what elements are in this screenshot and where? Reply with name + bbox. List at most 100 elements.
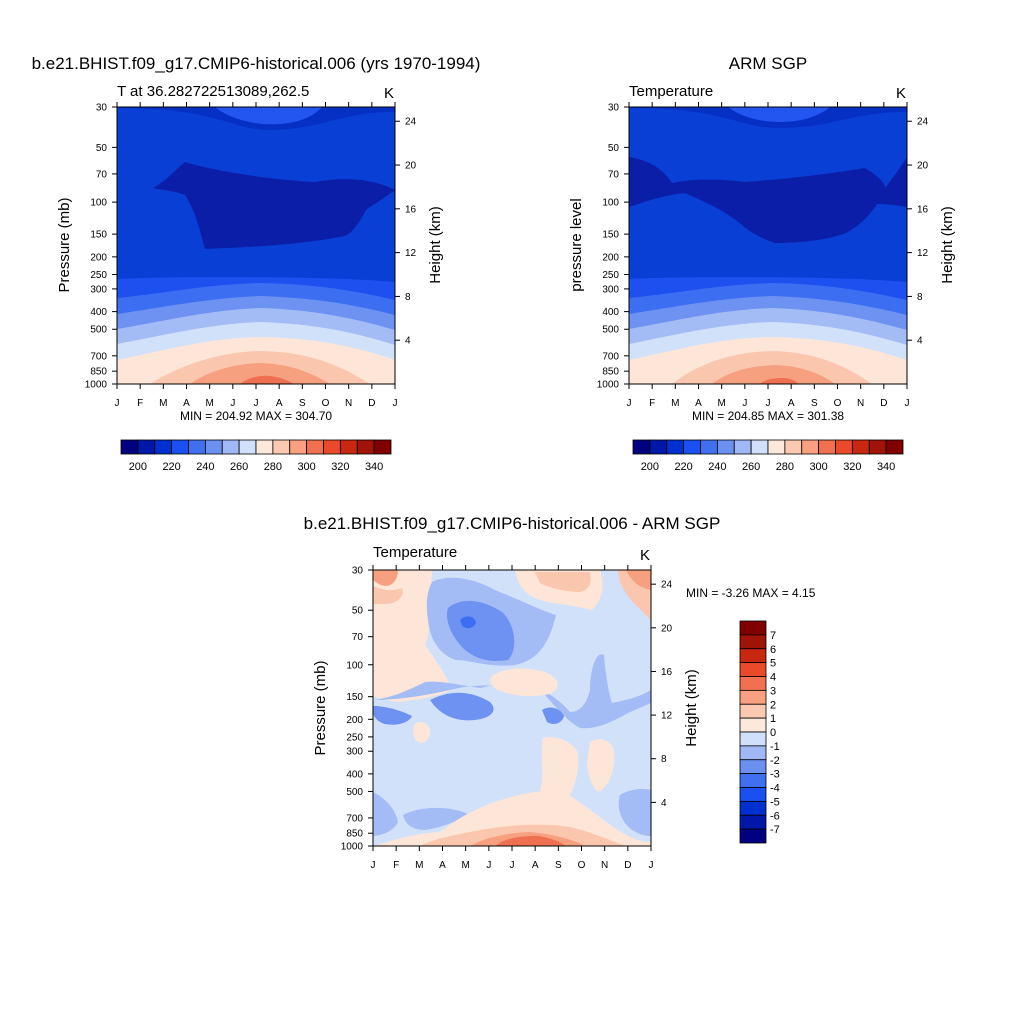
y-axis-left-ticks: 30 50 70 100 150 200 250 300 400 500 700 850 1000: [85, 103, 117, 391]
x-tick-label: J: [649, 860, 654, 871]
colorbar-swatch: [204, 439, 223, 455]
x-tick-label: S: [555, 860, 562, 871]
colorbar-swatch: [750, 439, 769, 455]
colorbar-label: -6: [770, 810, 780, 822]
colorbar-swatch: [188, 439, 206, 455]
colorbar-swatch: [739, 731, 767, 747]
x-tick-label: J: [371, 860, 376, 871]
colorbar-swatch: [739, 662, 767, 677]
colorbar-label: -1: [770, 741, 780, 753]
x-tick-label: M: [415, 860, 423, 871]
x-tick-label: J: [627, 398, 632, 409]
y-tick-label: 150: [90, 230, 107, 241]
y-right-tick-label: 8: [917, 292, 923, 303]
colorbar-label: 0: [770, 727, 776, 739]
x-tick-label: A: [276, 398, 283, 409]
units-label: K: [384, 85, 394, 102]
colorbar-swatch: [700, 439, 718, 455]
colorbar-swatch: [373, 439, 392, 455]
y-tick-label: 30: [608, 103, 620, 114]
colorbar-swatch: [739, 717, 767, 733]
x-tick-label: O: [322, 398, 330, 409]
x-tick-label: A: [183, 398, 190, 409]
colorbar-label: 240: [708, 461, 726, 473]
colorbar-swatch: [739, 648, 767, 664]
y-axis-label-left: Pressure (mb): [56, 197, 73, 292]
colorbar-swatch: [767, 439, 786, 455]
colorbar-label: 220: [674, 461, 692, 473]
contour-band-1-2: [535, 572, 591, 592]
x-tick-label: J: [254, 398, 259, 409]
colorbar-label: 1: [770, 713, 776, 725]
contour-band-2-3: [626, 570, 651, 590]
colorbar-label: -2: [770, 755, 780, 767]
contour-band-neg3-neg4: [460, 616, 476, 629]
colorbar-label: 2: [770, 699, 776, 711]
y-tick-label: 850: [90, 367, 107, 378]
y-right-tick-label: 24: [661, 580, 673, 591]
y-tick-label: 200: [602, 252, 619, 263]
x-tick-label: J: [230, 398, 235, 409]
y-right-tick-label: 16: [917, 204, 929, 215]
y-tick-label: 200: [90, 252, 107, 263]
contour-band-310-320: [712, 365, 835, 384]
y-tick-label: 400: [346, 769, 363, 780]
x-tick-label: F: [393, 860, 399, 871]
colorbar-swatch: [632, 439, 651, 455]
contour-band-0-1: [373, 570, 452, 702]
colorbar-swatch: [784, 439, 803, 455]
y-right-tick-label: 8: [405, 292, 411, 303]
x-tick-label: O: [834, 398, 842, 409]
panel-subtitle: Temperature: [629, 83, 713, 100]
colorbar-swatch: [739, 745, 767, 761]
colorbar-label: -5: [770, 796, 780, 808]
colorbar-swatch: [835, 439, 853, 455]
contour-band-310-320: [190, 363, 330, 384]
colorbar-swatch: [649, 439, 668, 455]
colorbar-label: 320: [331, 461, 349, 473]
contour-band-neg1-neg2: [373, 792, 398, 836]
contour-band-320-330: [760, 378, 798, 384]
colorbar-swatch: [851, 439, 870, 455]
y-axis-right-ticks: 4 8 12 16 20 24: [651, 580, 673, 809]
y-right-tick-label: 20: [917, 161, 929, 172]
y-tick-label: 200: [346, 715, 363, 726]
y-axis-label-right: Height (km): [683, 669, 700, 747]
contour-band-1-2: [373, 586, 403, 604]
colorbar-swatch: [171, 439, 189, 455]
x-tick-label: N: [345, 398, 352, 409]
colorbar-swatch: [323, 439, 341, 455]
contour-plot: [117, 107, 395, 384]
colorbar-label: 200: [641, 461, 659, 473]
y-tick-label: 300: [346, 747, 363, 758]
colorbar-swatch: [683, 439, 701, 455]
x-tick-label: A: [532, 860, 539, 871]
y-axis-label-right: Height (km): [427, 206, 444, 284]
x-tick-label: F: [137, 398, 143, 409]
colorbar-temperature: 200 220 240 260 280 300 320 340: [632, 439, 904, 473]
contour-band-320-330: [240, 375, 294, 384]
panel-main-title: b.e21.BHIST.f09_g17.CMIP6-historical.006…: [304, 514, 721, 533]
y-tick-label: 250: [346, 732, 363, 743]
y-tick-label: 1000: [85, 380, 108, 391]
y-right-tick-label: 12: [917, 248, 929, 259]
x-tick-label: J: [510, 860, 515, 871]
x-tick-label: J: [393, 398, 398, 409]
contour-band-neg2-neg3: [373, 706, 412, 725]
colorbar-label: 280: [264, 461, 282, 473]
y-tick-label: 250: [602, 270, 619, 281]
y-tick-label: 70: [352, 632, 364, 643]
contour-band-3-4: [495, 836, 566, 846]
y-tick-label: 1000: [341, 842, 364, 853]
panel-model: b.e21.BHIST.f09_g17.CMIP6-historical.006…: [32, 54, 481, 473]
colorbar-swatch: [272, 439, 291, 455]
colorbar-label: 260: [230, 461, 248, 473]
colorbar-swatch: [739, 828, 767, 844]
y-tick-label: 700: [602, 351, 619, 362]
contour-plot: [629, 107, 907, 384]
contour-band-0-1: [540, 737, 579, 798]
y-right-tick-label: 20: [661, 623, 673, 634]
colorbar-label: 6: [770, 644, 776, 656]
contour-band-neg1-neg2: [618, 788, 651, 836]
